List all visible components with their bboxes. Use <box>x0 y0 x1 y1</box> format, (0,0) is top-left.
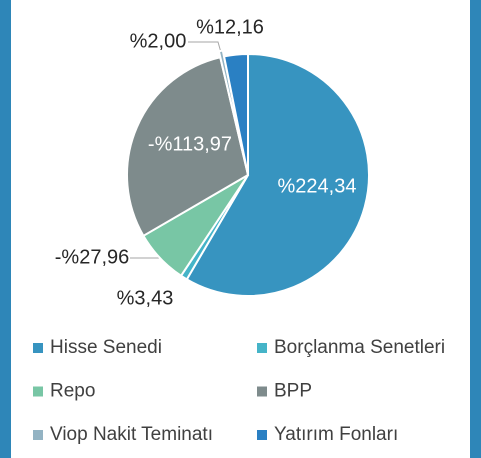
legend-marker <box>257 386 267 397</box>
pie-slice <box>126 56 250 238</box>
legend-marker <box>33 430 43 440</box>
legend-label: Borçlanma Senetleri <box>274 337 445 358</box>
legend-label: BPP <box>274 381 312 402</box>
legend-marker <box>257 430 267 440</box>
legend-label: Hisse Senedi <box>50 337 162 358</box>
legend-marker <box>33 343 43 353</box>
right-border <box>470 0 481 458</box>
pie-slice <box>222 52 249 176</box>
legend-label: Repo <box>50 381 95 402</box>
legend-label: Viop Nakit Teminatı <box>50 424 213 445</box>
left-border <box>0 0 11 458</box>
legend-marker <box>257 343 267 353</box>
data-label: %3,43 <box>117 287 174 309</box>
pie-slice <box>185 52 370 297</box>
legend-marker <box>33 386 43 397</box>
pie-slice <box>217 49 248 170</box>
data-label: %224,34 <box>278 175 357 197</box>
data-label: %12,16 <box>196 16 264 38</box>
data-label: -%113,97 <box>148 133 232 155</box>
data-label: %2,00 <box>130 30 187 52</box>
data-label: -%27,96 <box>55 246 130 268</box>
legend-label: Yatırım Fonları <box>274 424 398 445</box>
